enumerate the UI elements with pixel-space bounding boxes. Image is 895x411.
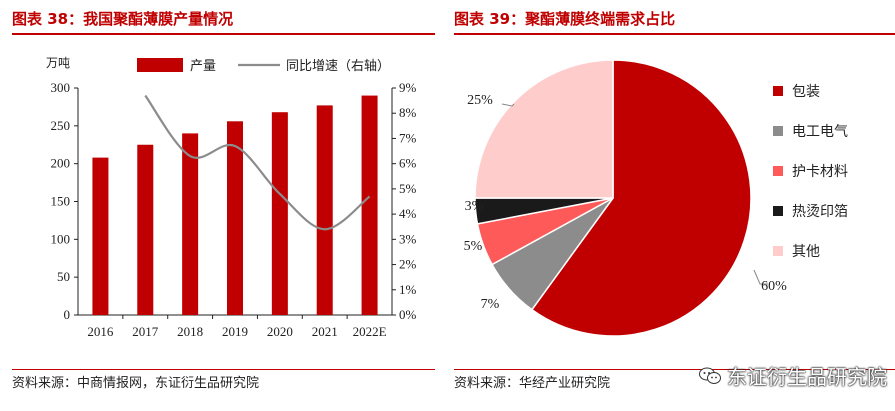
legend-bar-swatch — [137, 58, 183, 72]
y-tick-label: 100 — [51, 231, 71, 246]
bar-2020 — [271, 112, 288, 315]
y2-tick-label: 7% — [399, 130, 417, 145]
y2-tick-label: 1% — [399, 282, 417, 297]
demand-chart-title: 图表 39：聚酯薄膜终端需求占比 — [454, 10, 676, 28]
x-tick-label: 2022E — [353, 324, 387, 339]
legend-label: 护卡材料 — [792, 164, 848, 180]
y2-tick-label: 9% — [399, 80, 417, 95]
x-tick-label: 2020 — [267, 324, 293, 339]
x-tick-label: 2021 — [312, 324, 338, 339]
y2-tick-label: 2% — [399, 257, 417, 272]
watermark-text: 东证衍生品研究院 — [727, 365, 887, 389]
bar-2016 — [92, 157, 109, 315]
production-chart-title: 图表 38：我国聚酯薄膜产量情况 — [12, 10, 234, 28]
y-tick-label: 300 — [51, 80, 71, 95]
bar-2021 — [316, 105, 333, 315]
y-axis-unit: 万吨 — [46, 56, 70, 70]
y2-tick-label: 6% — [399, 156, 417, 171]
pie-value-label: 60% — [761, 279, 787, 294]
x-tick-label: 2017 — [132, 324, 159, 339]
y2-tick-label: 3% — [399, 231, 417, 246]
wechat-icon — [699, 367, 721, 384]
bar-2022E — [361, 95, 378, 315]
legend-swatch-其他 — [773, 246, 783, 256]
pie-value-label: 7% — [481, 297, 500, 312]
legend-label: 其他 — [792, 244, 820, 260]
source-rule — [454, 369, 895, 370]
legend-swatch-热烫印箔 — [773, 206, 783, 216]
y2-tick-label: 5% — [399, 181, 417, 196]
legend-swatch-电工电气 — [773, 126, 783, 136]
legend-swatch-包装 — [773, 86, 783, 96]
y2-tick-label: 8% — [399, 105, 417, 120]
demand-panel: 图表 39：聚酯薄膜终端需求占比 60% 7% 5% 3% 25% 包装电工电气护卡材料热… — [442, 0, 895, 411]
legend-label: 电工电气 — [792, 124, 848, 140]
y-tick-label: 0 — [64, 307, 71, 322]
pie-value-label: 3% — [465, 199, 484, 214]
y2-tick-label: 0% — [399, 307, 417, 322]
y-tick-label: 200 — [51, 156, 71, 171]
pie-value-label: 25% — [467, 93, 493, 108]
title-rule — [12, 33, 435, 35]
production-panel: 图表 38：我国聚酯薄膜产量情况 0 50 100 150 200 250 300 0% 1% 2… — [0, 0, 435, 411]
bar-2017 — [137, 144, 154, 315]
bar-2018 — [182, 133, 199, 315]
y2-tick-label: 4% — [399, 206, 417, 221]
source-rule — [12, 369, 435, 370]
pie-slice-包装 — [530, 59, 752, 337]
demand-source: 资料来源：华经产业研究院 — [454, 376, 611, 391]
leader-line — [501, 103, 515, 107]
legend-line-label: 同比增速（右轴） — [286, 58, 390, 73]
y-tick-label: 250 — [51, 118, 71, 133]
watermark: 东证衍生品研究院 — [699, 361, 887, 390]
x-tick-label: 2019 — [222, 324, 248, 339]
y-tick-label: 50 — [57, 269, 70, 284]
production-source: 资料来源：中商情报网，东证衍生品研究院 — [12, 376, 260, 391]
legend-bar-label: 产量 — [190, 58, 216, 73]
growth-rate-line — [144, 94, 371, 231]
legend-label: 热烫印箔 — [792, 204, 848, 220]
leader-line — [753, 269, 768, 285]
title-rule — [454, 33, 895, 35]
pie-value-label: 5% — [464, 239, 483, 254]
legend-swatch-护卡材料 — [773, 166, 783, 176]
y-tick-label: 150 — [51, 194, 71, 209]
legend-label: 包装 — [792, 84, 820, 100]
pie-slice-其他 — [474, 59, 614, 199]
x-tick-label: 2018 — [177, 324, 203, 339]
x-tick-label: 2016 — [87, 324, 114, 339]
production-chart: 0 50 100 150 200 250 300 0% 1% 2% 3% 4% 5% 6% 7% 8% 9% 万吨… — [46, 56, 417, 339]
bar-2019 — [227, 121, 243, 315]
